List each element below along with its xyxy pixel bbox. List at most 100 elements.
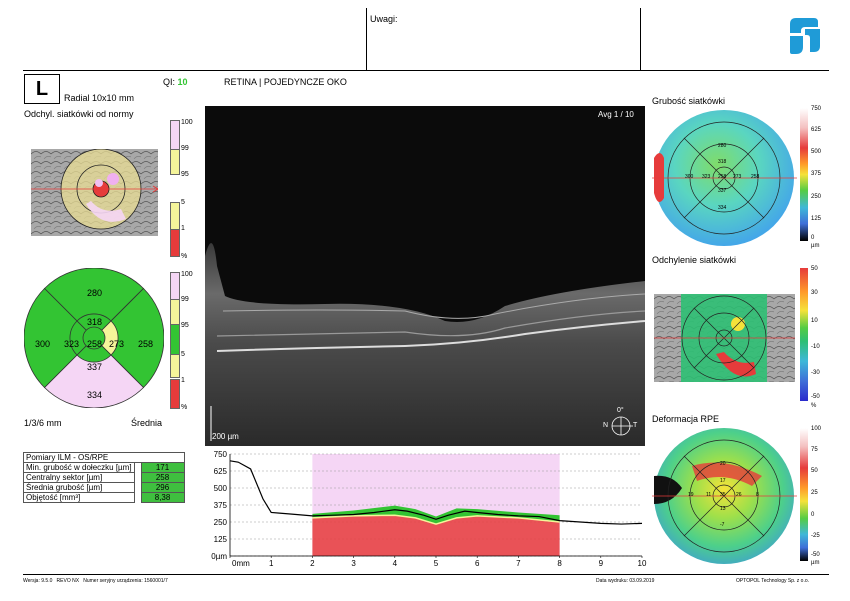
sector-left: 300 <box>35 339 51 349</box>
rpe-center: 35 <box>720 492 726 498</box>
dev-scale-m30: -30 <box>811 370 820 376</box>
thickness-title: Grubość siatkówki <box>652 96 726 106</box>
meas-value: 171 <box>140 462 185 473</box>
pct-unit-a: % <box>181 253 188 260</box>
orient-t: T <box>633 422 638 429</box>
rpe-scale-100: 100 <box>811 426 822 432</box>
rpe-scale-unit: µm <box>811 560 820 566</box>
thickness-map[interactable] <box>652 108 797 248</box>
dev-scale-10: 10 <box>811 318 818 324</box>
pct-1-b: 1 <box>181 377 185 384</box>
rpe-inner-top: 17 <box>720 478 726 484</box>
thick-inner-right: 273 <box>733 174 742 180</box>
thick-center: 258 <box>718 174 727 180</box>
rpe-right: 8 <box>756 492 759 498</box>
qi-value: 10 <box>177 77 188 87</box>
y-tick-label: 375 <box>214 501 228 510</box>
thick-scale-125: 125 <box>811 216 822 222</box>
below-normal-area <box>312 515 560 556</box>
dev-scale-m50: -50 <box>811 394 820 400</box>
y-tick-label: 125 <box>214 535 228 544</box>
deviation-colorbar <box>800 268 808 401</box>
thick-scale-250: 250 <box>811 194 822 200</box>
sector-top: 280 <box>87 288 103 298</box>
x-tick-label: 7 <box>516 559 521 568</box>
sector-right: 258 <box>138 339 154 349</box>
header-frame <box>23 8 829 71</box>
sector-map[interactable] <box>23 267 165 409</box>
thick-scale-625: 625 <box>811 127 822 133</box>
rpe-bottom: -7 <box>720 522 725 528</box>
notes-label: Uwagi: <box>370 14 398 24</box>
scan-type: Radial 10x10 mm <box>64 93 135 103</box>
deviation-map[interactable] <box>654 294 795 382</box>
percentile-scale-top <box>170 120 180 260</box>
dev-scale-30: 30 <box>811 290 818 296</box>
pct-1-a: 1 <box>181 225 185 232</box>
rpe-inner-bottom: 13 <box>720 506 726 512</box>
fundus-deviation-map[interactable] <box>31 149 158 236</box>
percentile-scale-bottom <box>170 272 180 412</box>
rpe-map[interactable] <box>652 426 797 566</box>
pct-unit-b: % <box>181 404 188 411</box>
rpe-scale-m25: -25 <box>811 533 820 539</box>
x-tick-label: 6 <box>475 559 480 568</box>
x-tick-label: 9 <box>599 559 604 568</box>
scale-bar-label: 200 µm <box>212 432 239 441</box>
orient-deg: 0° <box>617 407 624 414</box>
thick-scale-0: 0 <box>811 235 815 241</box>
pct-95-b: 95 <box>181 322 189 329</box>
meas-value: 8,38 <box>140 492 185 503</box>
measurements-title: Pomiary ILM - OS/RPE <box>23 452 185 463</box>
lower-limit-line <box>312 514 560 525</box>
sector-inner-bottom: 337 <box>87 362 103 372</box>
thick-inner-bottom: 337 <box>718 188 727 194</box>
dev-scale-50: 50 <box>811 266 818 272</box>
ring-label: 1/3/6 mm <box>24 418 62 428</box>
oct-bscan[interactable] <box>205 106 645 446</box>
thickness-colorbar <box>800 108 808 241</box>
rpe-inner-right: 26 <box>736 492 742 498</box>
y-tick-label: 625 <box>214 467 228 476</box>
sector-center: 258 <box>87 339 103 349</box>
thickness-line <box>229 460 643 525</box>
thickness-profile-chart: 750 625 500 375 250 125 0µm 0mm 1 2 3 4 5 6 7 8 9 10 <box>200 448 650 568</box>
dev-scale-m10: -10 <box>811 344 820 350</box>
avg-label: Avg 1 / 10 <box>598 110 634 119</box>
pct-5-b: 5 <box>181 351 185 358</box>
footer-print-date: Data wydruku: 03.09.2019 <box>596 578 655 584</box>
rpe-left: 19 <box>688 492 694 498</box>
x-tick-label: 3 <box>351 559 356 568</box>
brand-logo <box>784 16 826 56</box>
thick-scale-500: 500 <box>811 149 822 155</box>
thick-scale-375: 375 <box>811 171 822 177</box>
rpe-scale-25: 25 <box>811 490 818 496</box>
sector-inner-left: 323 <box>64 339 80 349</box>
meas-label: Średnia grubość [µm] <box>23 482 135 493</box>
pct-95-a: 95 <box>181 171 189 178</box>
y-tick-label: 250 <box>214 518 228 527</box>
x-tick-label: 2 <box>310 559 315 568</box>
thick-inner-top: 318 <box>718 159 727 165</box>
thick-scale-750: 750 <box>811 106 822 112</box>
footer-version: Wersja: 9.5.0 REVO NX Numer seryjny urzą… <box>23 578 168 584</box>
pct-5-a: 5 <box>181 199 185 206</box>
rpe-top: 20 <box>720 461 726 467</box>
rpe-scale-75: 75 <box>811 447 818 453</box>
pct-99-a: 99 <box>181 145 189 152</box>
measurements-table: Pomiary ILM - OS/RPE Min. grubość w dołe… <box>23 452 185 503</box>
x-tick-label: 8 <box>557 559 562 568</box>
rpe-inner-left: 11 <box>706 492 712 498</box>
orient-n: N <box>603 422 609 429</box>
meas-value: 296 <box>140 482 185 493</box>
x-tick-label: 0mm <box>232 559 250 568</box>
thick-right: 258 <box>751 174 760 180</box>
sector-inner-top: 318 <box>87 317 103 327</box>
meas-label: Objętość [mm³] <box>23 492 135 503</box>
thick-bottom: 334 <box>718 205 727 211</box>
deviation-map-title: Odchylenie siatkówki <box>652 255 737 265</box>
footer-line <box>23 574 829 575</box>
mode-label[interactable]: Średnia <box>131 418 163 428</box>
rpe-scale-0: 0 <box>811 512 815 518</box>
pct-100-b: 100 <box>181 271 193 278</box>
